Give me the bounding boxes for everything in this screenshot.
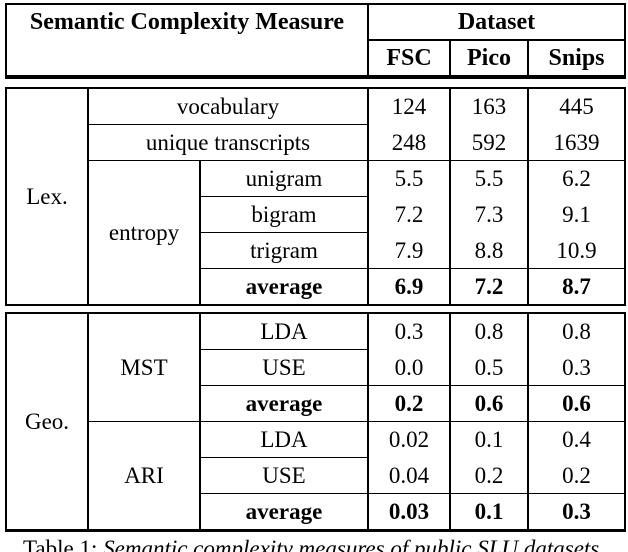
- value-cell: 0.6: [450, 385, 529, 422]
- value-cell: 1639: [528, 124, 625, 161]
- table-row: Lex. vocabulary 124 163 445: [6, 88, 625, 305]
- value-cell: 0.2: [450, 457, 529, 494]
- table-row: average 0.03 0.1 0.3: [6, 493, 625, 531]
- table-row: Geo. MST LDA 0.3 0.8 0.8: [6, 313, 625, 531]
- table-section-geo: Geo. MST LDA 0.3 0.8 0.8 USE 0.0 0.5 0.3…: [5, 312, 626, 532]
- row-label-unigram: unigram: [200, 160, 369, 197]
- row-label-lda: LDA: [200, 313, 369, 350]
- row-label-unique-transcripts: unique transcripts: [88, 124, 369, 161]
- table-caption: Table 1: Semantic complexity measures of…: [0, 536, 628, 552]
- value-cell: 0.4: [562, 427, 591, 453]
- group-cell-geo: Geo.: [6, 313, 89, 531]
- value-cell: 0.2: [528, 457, 625, 494]
- caption-label: Table 1:: [22, 536, 104, 552]
- group-cell-lex: Lex.: [6, 88, 89, 305]
- value-cell: 7.2: [450, 268, 529, 305]
- row-label-average: average: [200, 268, 369, 305]
- table-row: ARI LDA 0.02 0.1 0.4: [6, 421, 625, 531]
- table-row: unique transcripts 248 592 1639: [6, 124, 625, 161]
- subgroup-cell-mst: MST: [88, 313, 201, 422]
- value-cell: 0.02: [368, 421, 451, 458]
- value-cell: 9.1: [562, 201, 591, 227]
- value-cell: 0.03: [368, 493, 451, 531]
- table-row: average 6.9 7.2 8.7: [6, 268, 625, 305]
- table-row: USE 0.0 0.5 0.3: [6, 349, 625, 386]
- table-row: USE 0.04 0.2 0.2: [6, 457, 625, 494]
- value-cell: 7.2: [368, 196, 451, 233]
- value-cell: 0.3: [528, 349, 625, 386]
- table-row: trigram 7.9 8.8 10.9: [6, 232, 625, 269]
- row-label-trigram: trigram: [200, 232, 369, 269]
- header-col-fsc: FSC: [368, 40, 451, 77]
- subgroup-cell-ari: ARI: [88, 421, 201, 531]
- table-section-lex: Lex. vocabulary 124 163 445 unique trans…: [5, 87, 626, 306]
- value-cell: 163: [450, 88, 529, 125]
- value-cell: 0.3: [368, 313, 451, 350]
- value-cell: 445: [559, 94, 594, 120]
- value-cell: 0.8: [562, 319, 591, 345]
- value-cell: 10.9: [528, 232, 625, 269]
- row-label-average: average: [200, 385, 369, 422]
- subgroup-cell-entropy: entropy: [88, 160, 201, 305]
- row-label-bigram: bigram: [200, 196, 369, 233]
- value-cell: 8.7: [562, 273, 591, 299]
- value-cell: 0.0: [368, 349, 451, 386]
- row-label-vocabulary: vocabulary: [88, 88, 369, 125]
- value-cell: 7.9: [368, 232, 451, 269]
- value-cell: 6.9: [368, 268, 451, 305]
- value-cell: 0.1: [450, 493, 529, 531]
- value-cell: 0.8: [450, 313, 529, 350]
- table-row: bigram 7.2 7.3 9.1: [6, 196, 625, 233]
- value-cell: 0.2: [368, 385, 451, 422]
- value-cell: 5.5: [450, 160, 529, 197]
- caption-text: Semantic complexity measures of public S…: [103, 536, 605, 552]
- value-cell: 592: [450, 124, 529, 161]
- value-cell: 0.5: [450, 349, 529, 386]
- row-label-lda: LDA: [200, 421, 369, 458]
- value-cell: 5.5: [368, 160, 451, 197]
- header-dataset-cell: Dataset: [368, 4, 625, 41]
- table-row: FSC Pico Snips: [6, 40, 625, 77]
- value-cell: 0.1: [450, 421, 529, 458]
- table-row: Semantic Complexity Measure Dataset: [6, 4, 625, 77]
- table-row: entropy unigram 5.5 5.5 6.2: [6, 160, 625, 305]
- header-col-pico: Pico: [450, 40, 529, 77]
- value-cell: 0.04: [368, 457, 451, 494]
- table-header: Semantic Complexity Measure Dataset FSC …: [5, 3, 626, 79]
- value-cell: 0.3: [562, 498, 591, 524]
- row-label-use: USE: [200, 457, 369, 494]
- row-label-average: average: [200, 493, 369, 531]
- header-measure-cell: Semantic Complexity Measure: [6, 4, 369, 77]
- value-cell: 7.3: [450, 196, 529, 233]
- value-cell: 8.8: [450, 232, 529, 269]
- row-label-use: USE: [200, 349, 369, 386]
- value-cell: 248: [368, 124, 451, 161]
- table-row: average 0.2 0.6 0.6: [6, 385, 625, 422]
- value-cell: 124: [368, 88, 451, 125]
- header-col-snips: Snips: [548, 44, 605, 71]
- value-cell: 6.2: [562, 166, 591, 192]
- value-cell: 0.6: [528, 385, 625, 422]
